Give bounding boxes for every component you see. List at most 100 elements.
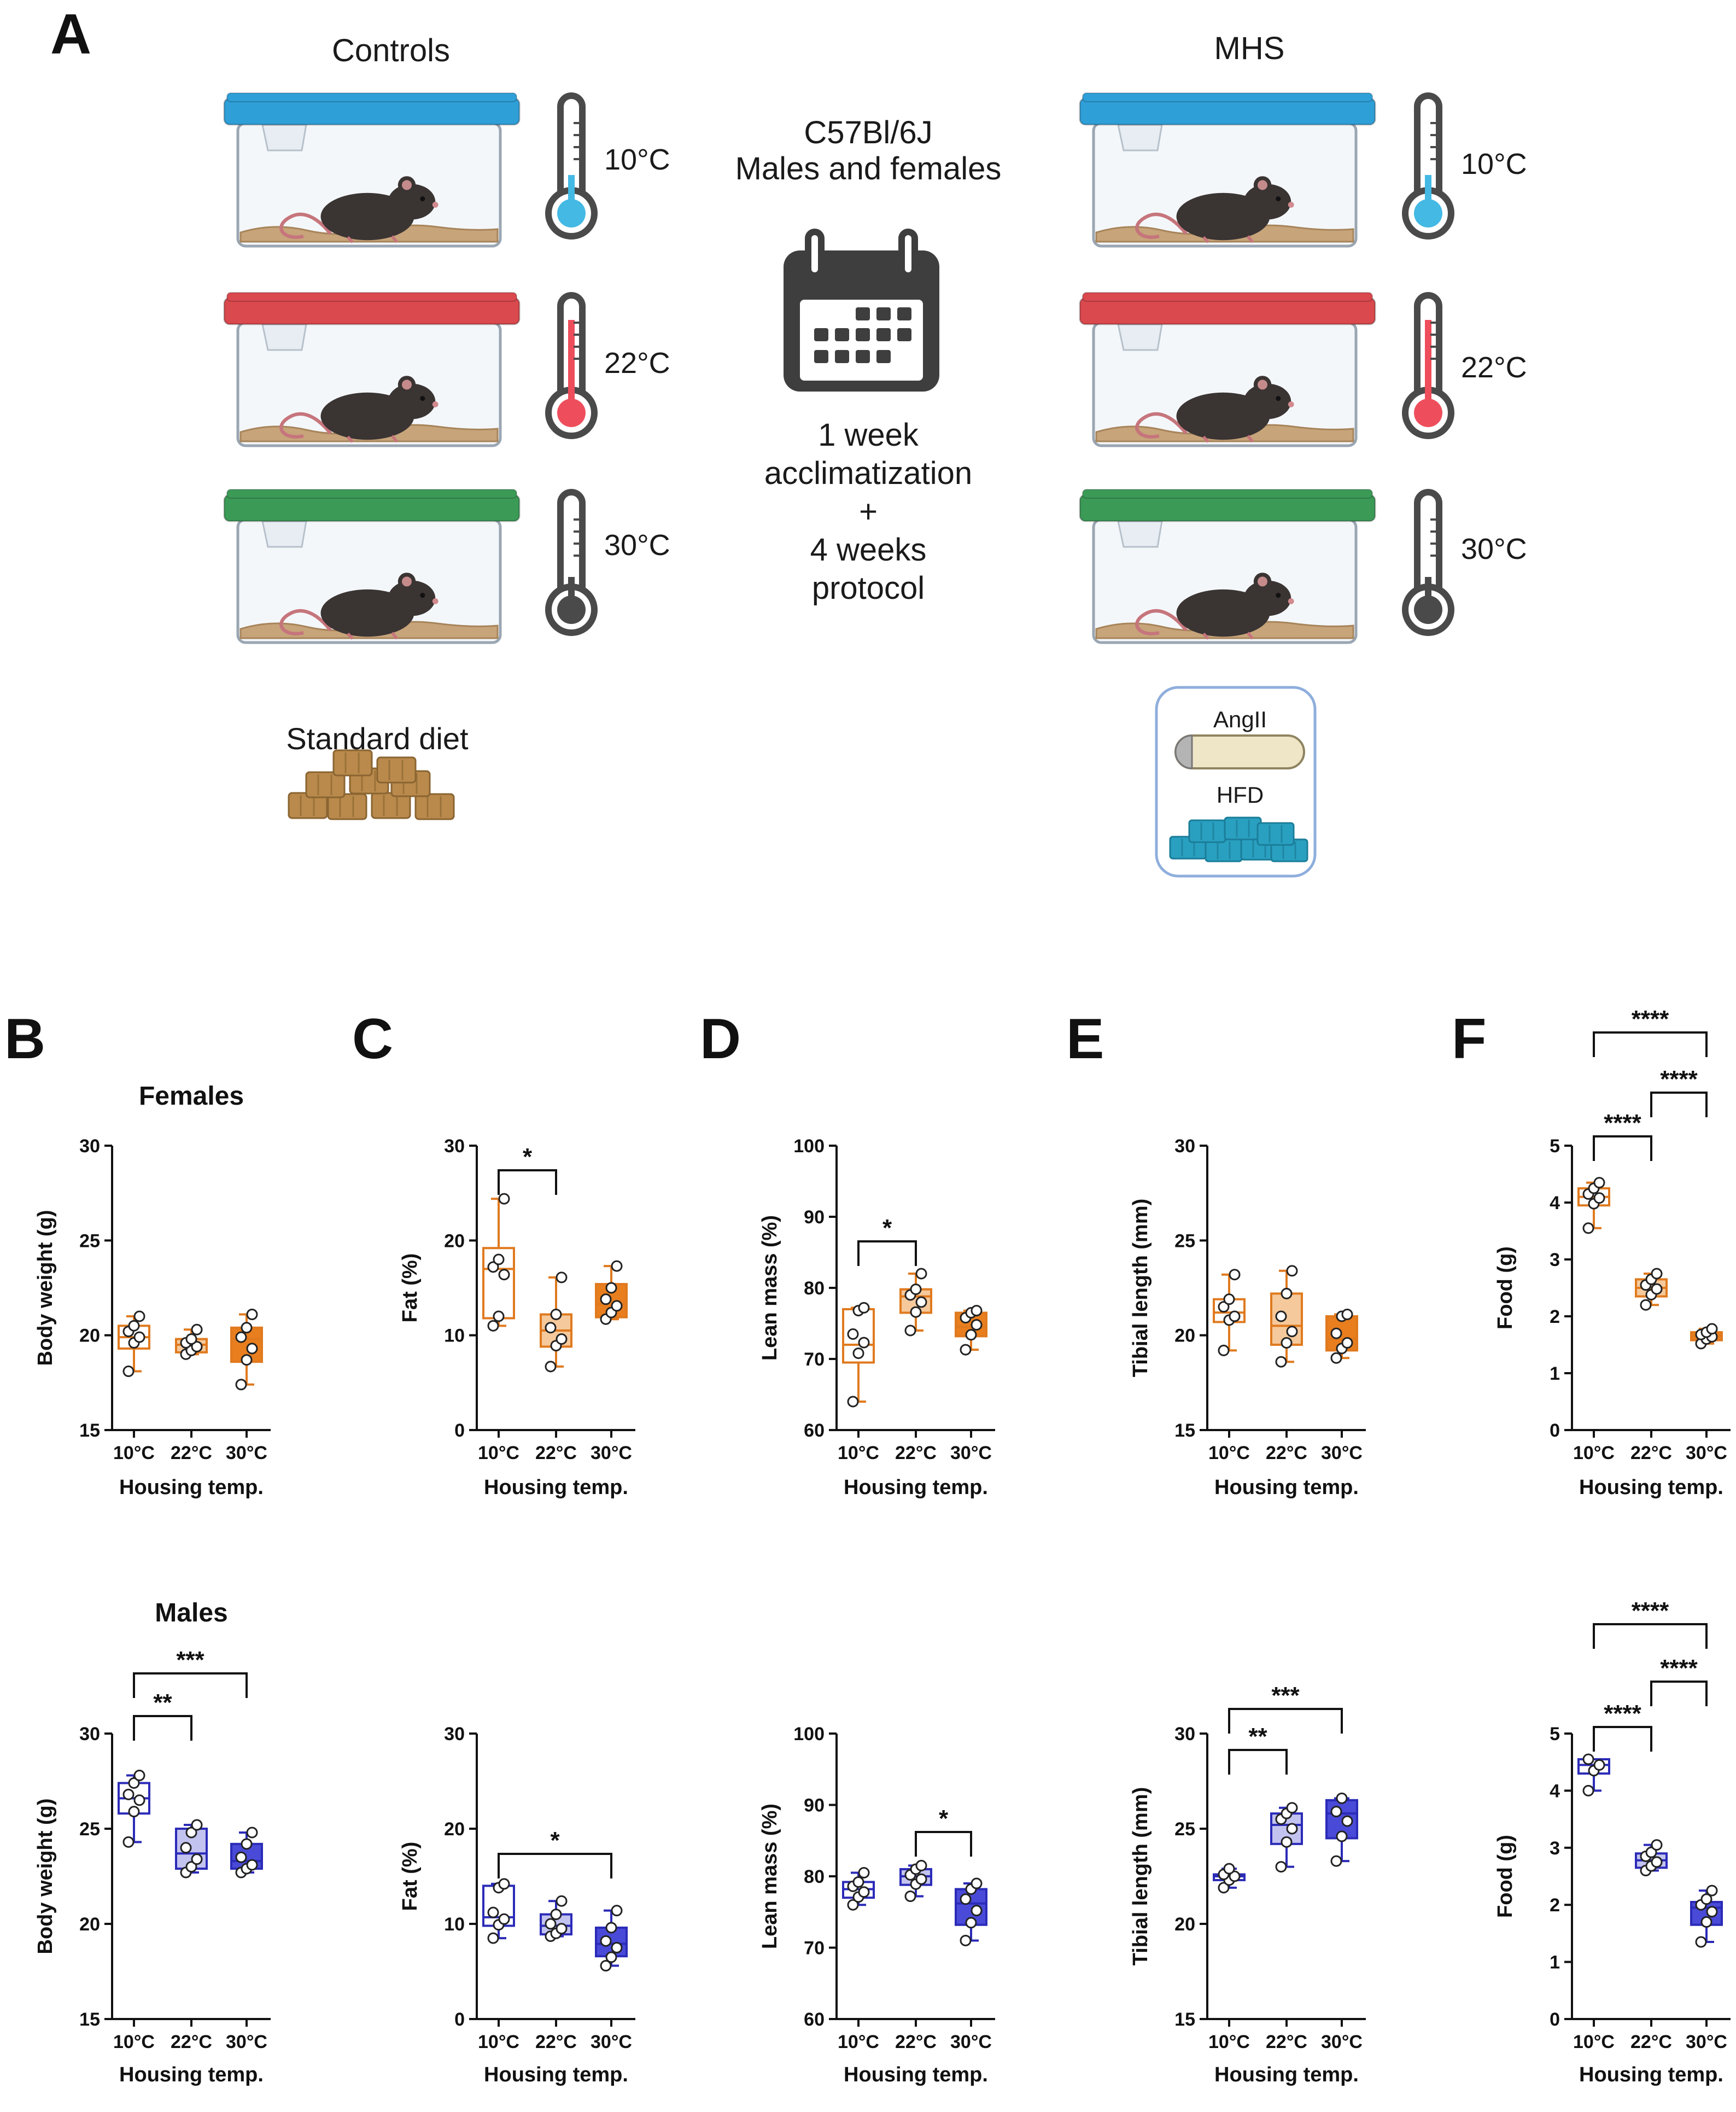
data-point xyxy=(487,1261,499,1273)
data-point xyxy=(556,1333,568,1345)
x-tick-label: 10°C xyxy=(1573,2032,1615,2052)
panel-letter-e: E xyxy=(1066,1007,1104,1071)
data-point xyxy=(858,1302,870,1314)
temp-label-controls-22c: 22°C xyxy=(604,347,670,380)
box-22c xyxy=(175,1819,208,1878)
bracket-line xyxy=(133,1715,192,1741)
significance-label: **** xyxy=(1604,1110,1641,1136)
data-point xyxy=(1341,1815,1353,1827)
data-point xyxy=(1651,1268,1663,1280)
data-point xyxy=(600,1293,612,1305)
data-point xyxy=(965,1329,977,1341)
bracket-line xyxy=(1228,1749,1288,1775)
data-point xyxy=(1645,1846,1657,1858)
cage-lid-rim xyxy=(226,92,517,102)
box-22c xyxy=(1270,1265,1303,1368)
bracket-line xyxy=(1593,1031,1708,1057)
temp-label-controls-30c: 30°C xyxy=(604,529,670,562)
data-point xyxy=(556,1271,568,1283)
data-point xyxy=(1593,1177,1605,1189)
cage-lid xyxy=(223,297,521,325)
data-point xyxy=(556,1895,568,1907)
data-point xyxy=(487,1932,499,1944)
significance-bracket: **** xyxy=(1650,1655,1708,1706)
bracket-line xyxy=(1593,1726,1652,1752)
significance-label: *** xyxy=(1271,1682,1300,1709)
water-bottle xyxy=(1117,323,1163,351)
x-tick-label: 22°C xyxy=(171,1443,212,1463)
temp-label-mhs-22c: 22°C xyxy=(1461,351,1527,384)
data-point xyxy=(910,1306,922,1318)
x-tick-label: 10°C xyxy=(113,2032,155,2052)
box-30c xyxy=(1325,1309,1358,1364)
cage-controls-30c: 30°C xyxy=(223,489,670,644)
data-point xyxy=(1330,1352,1342,1364)
significance-bracket: *** xyxy=(133,1647,248,1698)
significance-label: ** xyxy=(1248,1723,1267,1750)
cage-lid xyxy=(223,494,521,522)
data-point xyxy=(1700,1893,1712,1905)
y-tick-label: 1 xyxy=(1550,1952,1560,1973)
x-axis-label: Housing temp. xyxy=(1214,2063,1359,2086)
data-point xyxy=(1330,1327,1342,1339)
y-tick-label: 90 xyxy=(804,1207,825,1228)
y-tick-label: 30 xyxy=(444,1724,465,1745)
data-point xyxy=(904,1325,916,1337)
significance-label: **** xyxy=(1660,1655,1698,1682)
data-point xyxy=(858,1337,870,1349)
thermometer-icon xyxy=(545,92,598,240)
x-tick-label: 10°C xyxy=(838,1443,879,1463)
water-bottle xyxy=(1117,124,1163,151)
data-point xyxy=(971,1319,983,1331)
chart-title: Males xyxy=(155,1598,227,1627)
box-22c xyxy=(540,1271,572,1373)
x-tick-label: 22°C xyxy=(535,1443,577,1463)
x-tick-label: 22°C xyxy=(895,1443,937,1463)
chart-f-females: 0 1 2 3 4 5 Food (g) 10°C 22°C 30°C Housing temp. *… xyxy=(1494,1006,1731,1499)
x-tick-label: 22°C xyxy=(1630,1443,1672,1463)
y-tick-label: 90 xyxy=(804,1795,825,1816)
x-tick-label: 30°C xyxy=(226,1443,267,1463)
x-tick-label: 10°C xyxy=(113,1443,155,1463)
data-point xyxy=(1706,1323,1718,1335)
bracket-line xyxy=(498,1169,557,1195)
data-point xyxy=(493,1253,505,1265)
box-22c xyxy=(175,1323,208,1360)
cage-lid xyxy=(1079,494,1376,522)
data-point xyxy=(1229,1310,1241,1322)
y-tick-label: 2 xyxy=(1550,1306,1560,1327)
data-point xyxy=(1651,1839,1663,1851)
significance-bracket: **** xyxy=(1593,1110,1652,1161)
data-point xyxy=(235,1379,247,1391)
y-tick-label: 20 xyxy=(79,1326,100,1346)
data-point xyxy=(128,1320,140,1332)
box-10c xyxy=(842,1302,875,1408)
temp-label-mhs-30c: 30°C xyxy=(1461,533,1527,565)
panel-letter-d: D xyxy=(700,1007,741,1071)
data-point xyxy=(122,1788,135,1800)
significance-label: **** xyxy=(1632,1597,1669,1624)
chart-e-males: 15 20 25 30 Tibial length (mm) 10°C 22°C 30°C Ho… xyxy=(1129,1682,1366,2086)
significance-label: * xyxy=(523,1143,533,1170)
box-22c xyxy=(1635,1268,1668,1311)
thermometer-icon xyxy=(1402,92,1454,240)
data-point xyxy=(235,1851,247,1863)
data-point xyxy=(1223,1293,1235,1305)
y-tick-label: 25 xyxy=(79,1819,100,1840)
standard-diet-pellets-icon xyxy=(288,749,455,820)
data-point xyxy=(1218,1301,1230,1313)
data-point xyxy=(1582,1222,1594,1234)
data-point xyxy=(235,1331,247,1343)
box-10c xyxy=(842,1866,875,1911)
protocol-line-4: 4 weeks xyxy=(810,532,927,568)
bracket-line xyxy=(915,1831,972,1857)
data-point xyxy=(1286,1265,1298,1277)
data-point xyxy=(122,1836,135,1848)
data-point xyxy=(246,1309,258,1321)
significance-bracket: * xyxy=(498,1143,557,1195)
data-point xyxy=(241,1322,253,1334)
data-point xyxy=(122,1366,135,1378)
box-22c xyxy=(899,1859,932,1903)
controls-label: Controls xyxy=(332,33,450,68)
data-point xyxy=(191,1819,203,1831)
